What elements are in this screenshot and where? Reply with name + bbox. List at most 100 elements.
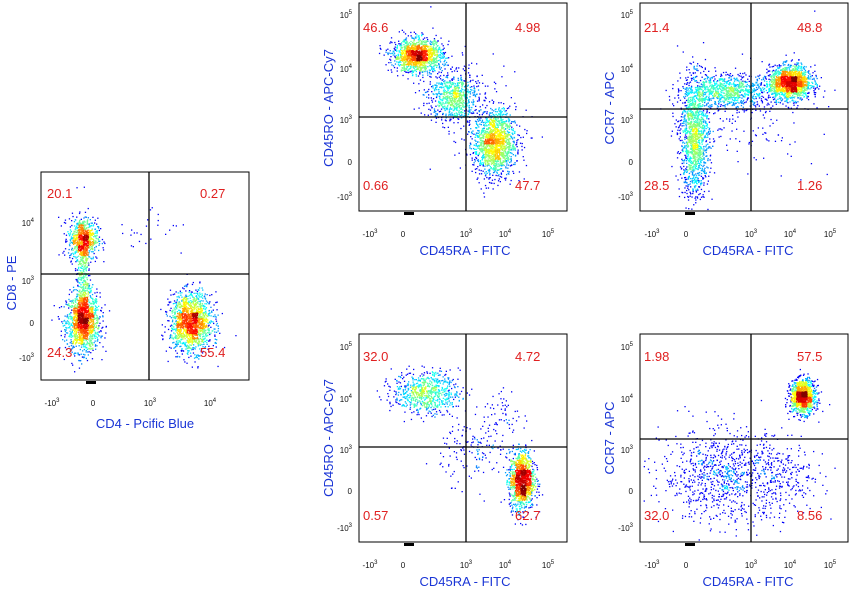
event-point <box>396 44 399 47</box>
event-point <box>187 333 190 335</box>
event-point <box>385 49 387 51</box>
event-point <box>204 298 207 300</box>
event-point <box>84 265 87 267</box>
event-point <box>76 341 78 343</box>
event-point <box>426 102 428 105</box>
event-point <box>76 260 78 262</box>
event-point <box>65 322 67 325</box>
event-point <box>203 325 205 327</box>
event-point <box>448 130 450 133</box>
event-point <box>77 299 79 302</box>
event-point <box>202 341 205 344</box>
event-point <box>200 321 202 323</box>
event-point <box>89 242 91 244</box>
event-point <box>187 283 189 285</box>
event-point <box>185 290 187 292</box>
event-point <box>80 263 82 265</box>
event-point <box>191 312 193 315</box>
event-point <box>463 69 466 72</box>
event-point <box>59 347 61 349</box>
event-point <box>442 52 445 54</box>
event-point <box>172 342 174 344</box>
event-point <box>85 324 87 326</box>
event-point <box>72 253 75 255</box>
event-point <box>182 309 184 311</box>
event-point <box>410 70 412 72</box>
event-point <box>81 302 83 304</box>
event-point <box>190 315 192 317</box>
event-point <box>180 345 182 347</box>
event-point <box>191 340 193 342</box>
event-point <box>443 74 445 77</box>
event-point <box>188 339 190 341</box>
event-point <box>94 299 96 301</box>
event-point <box>436 95 438 98</box>
event-point <box>190 310 192 312</box>
event-point <box>92 331 94 333</box>
event-point <box>428 108 430 110</box>
event-point <box>65 326 67 329</box>
event-point <box>95 256 97 258</box>
event-point <box>74 329 76 332</box>
event-point <box>186 284 188 286</box>
event-point <box>481 158 484 160</box>
event-point <box>167 320 169 322</box>
event-point <box>93 334 95 336</box>
event-point <box>400 46 402 48</box>
event-point <box>179 292 181 294</box>
event-point <box>178 317 180 319</box>
event-point <box>83 318 85 320</box>
event-point <box>471 106 473 109</box>
event-point <box>70 315 72 318</box>
event-point <box>204 297 206 299</box>
event-point <box>71 257 74 260</box>
event-point <box>442 113 444 115</box>
event-point <box>171 337 173 339</box>
event-point <box>175 341 178 343</box>
event-point <box>179 334 181 336</box>
event-point <box>79 211 81 213</box>
event-point <box>88 243 90 245</box>
event-point <box>66 332 69 334</box>
event-point <box>179 322 181 324</box>
event-point <box>161 324 163 326</box>
event-point <box>180 335 182 337</box>
event-point <box>81 223 83 225</box>
event-point <box>73 235 75 237</box>
event-point <box>178 314 180 316</box>
event-point <box>198 316 200 318</box>
event-point <box>183 306 185 308</box>
event-point <box>438 59 440 62</box>
event-point <box>519 142 522 144</box>
event-point <box>83 287 85 290</box>
event-point <box>86 254 88 256</box>
event-point <box>390 52 392 55</box>
event-point <box>170 301 172 303</box>
event-point <box>80 307 82 310</box>
event-point <box>438 111 441 113</box>
event-point <box>86 332 89 334</box>
event-point <box>92 308 94 310</box>
event-point <box>442 63 444 65</box>
event-point <box>429 69 432 71</box>
event-point <box>474 120 477 122</box>
event-point <box>193 308 195 310</box>
event-point <box>91 315 93 317</box>
event-point <box>455 107 457 109</box>
event-point <box>96 316 99 319</box>
event-point <box>69 315 71 317</box>
event-point <box>430 76 432 78</box>
event-point <box>430 119 433 121</box>
event-point <box>509 114 511 116</box>
event-point <box>66 339 68 341</box>
event-point <box>84 354 86 356</box>
event-point <box>485 97 487 100</box>
event-point <box>202 319 204 321</box>
event-point <box>200 322 202 325</box>
event-point <box>394 49 396 51</box>
event-point <box>514 130 516 133</box>
event-point <box>79 304 81 306</box>
event-point <box>74 331 76 333</box>
event-point <box>92 225 94 227</box>
event-point <box>190 316 192 319</box>
